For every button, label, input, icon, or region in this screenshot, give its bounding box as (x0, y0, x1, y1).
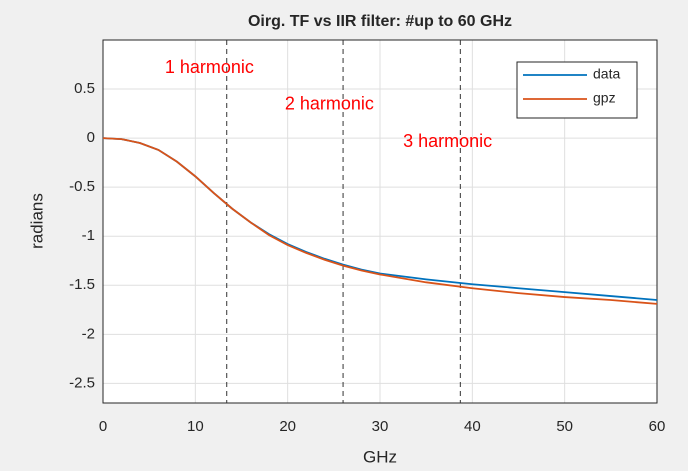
chart-title: Oirg. TF vs IIR filter: #up to 60 GHz (248, 13, 512, 30)
x-tick-label: 10 (187, 418, 204, 435)
legend-box (516, 61, 638, 119)
legend-label: data (593, 66, 620, 82)
y-axis-label: radians (27, 193, 46, 249)
x-axis-label: GHz (363, 447, 397, 466)
y-tick-label: -1 (82, 227, 95, 244)
x-tick-label: 0 (99, 418, 107, 435)
annotation: 2 harmonic (285, 94, 374, 114)
legend-label: gpz (593, 90, 616, 106)
series-line (102, 137, 658, 305)
axes-box (102, 39, 658, 404)
y-tick-label: -1.5 (69, 276, 95, 293)
x-tick-label: 60 (649, 418, 666, 435)
y-tick-label: -0.5 (69, 178, 95, 195)
y-tick-label: -2.5 (69, 374, 95, 391)
annotation: 3 harmonic (403, 131, 492, 151)
annotation: 1 harmonic (165, 57, 254, 77)
x-tick-label: 30 (372, 418, 389, 435)
x-tick-label: 20 (279, 418, 296, 435)
x-tick-label: 50 (556, 418, 573, 435)
y-tick-label: 0.5 (74, 80, 95, 97)
x-tick-label: 40 (464, 418, 481, 435)
y-tick-label: -2 (82, 325, 95, 342)
y-tick-label: 0 (87, 129, 95, 146)
